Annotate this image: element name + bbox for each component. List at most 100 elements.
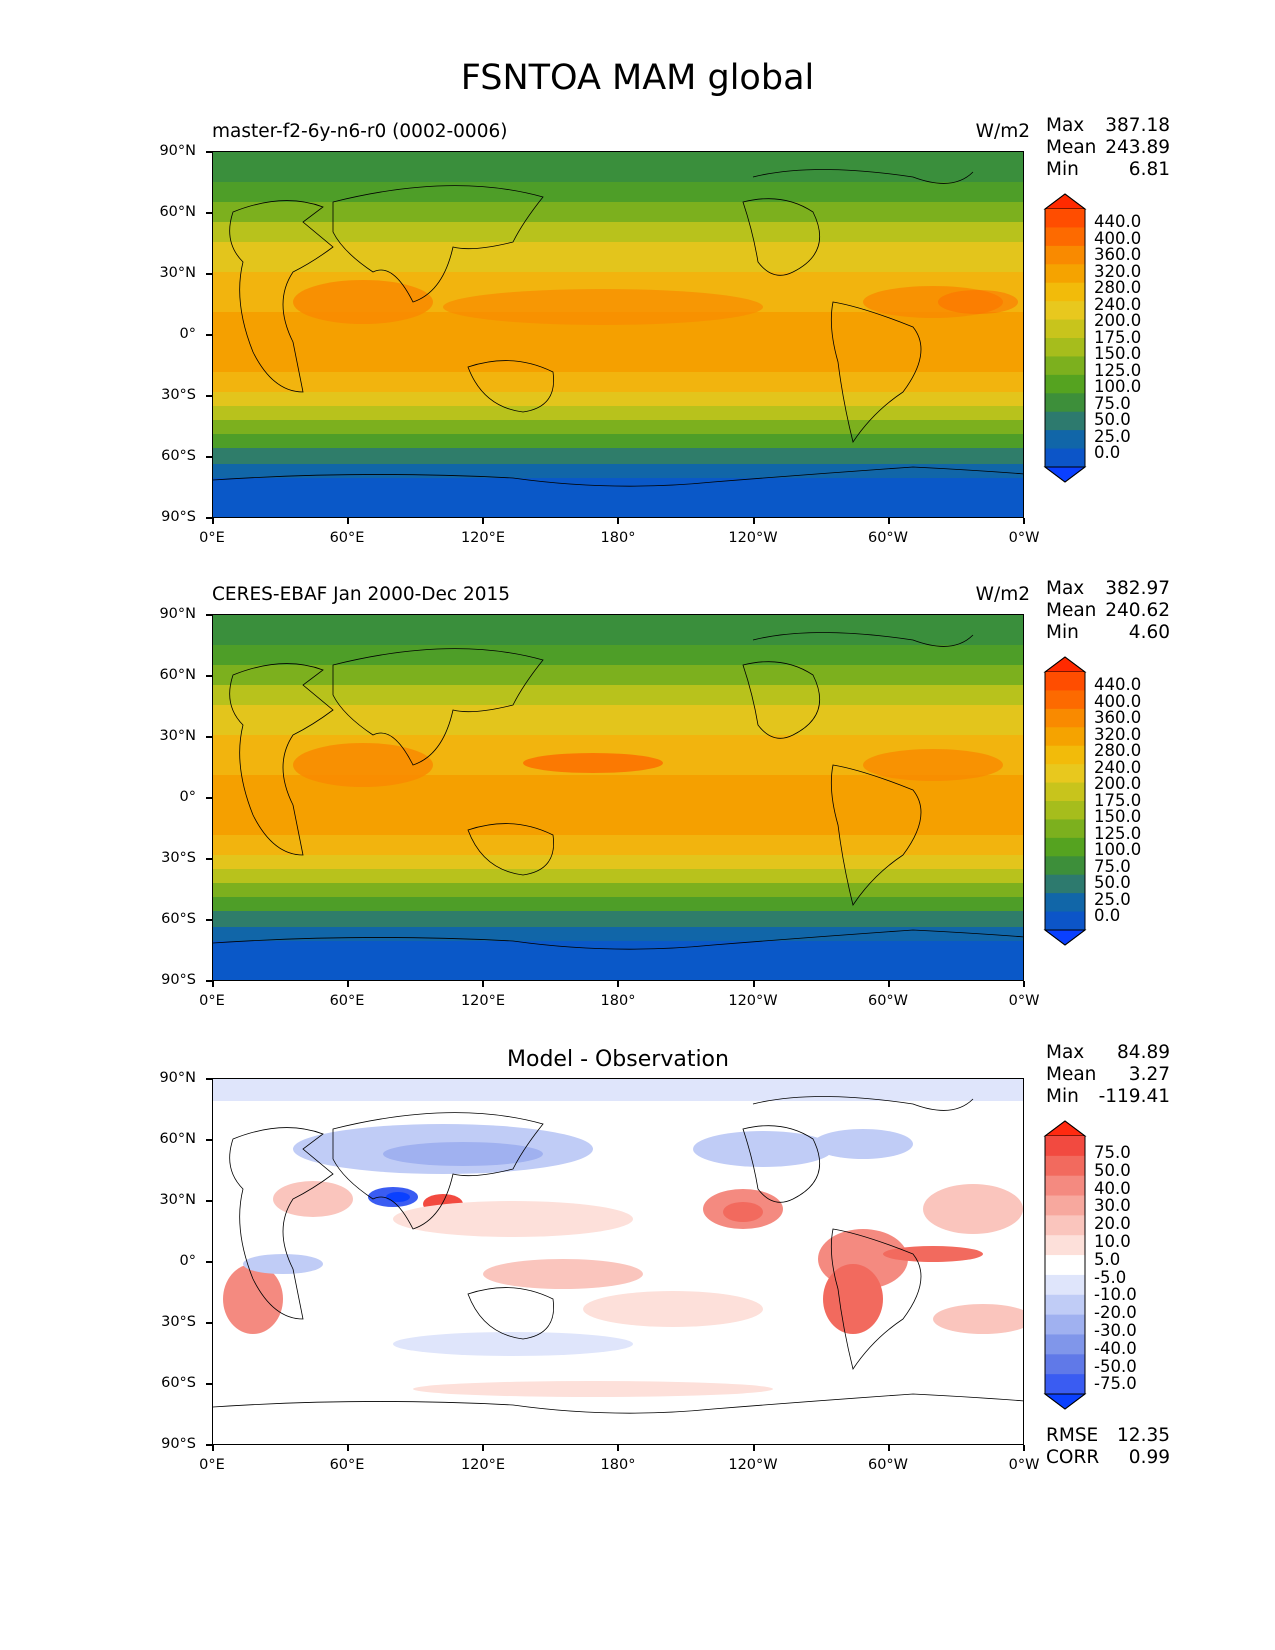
lon-tick: 0°E <box>199 993 225 1009</box>
colorbar-extend-max <box>1043 1120 1087 1137</box>
lat-tick: 30°N <box>159 728 196 744</box>
colorbar-segment <box>1045 672 1085 691</box>
colorbar-segment <box>1045 690 1085 710</box>
colorbar-label: 50.0 <box>1094 873 1131 892</box>
diff-min-label: Min <box>1046 1086 1079 1107</box>
model-map <box>212 151 1024 518</box>
lon-tick: 120°E <box>460 993 506 1009</box>
colorbar-label: 50.0 <box>1094 1160 1131 1180</box>
obs-max-label: Max <box>1046 578 1085 599</box>
lat-tick: 0° <box>179 1253 196 1269</box>
lat-tick: 60°S <box>161 911 196 927</box>
diff-max-value: 84.89 <box>1117 1042 1170 1063</box>
obs-panel-title: CERES-EBAF Jan 2000-Dec 2015 <box>212 584 511 605</box>
lon-tick: 60°W <box>867 1457 909 1473</box>
colorbar-segment <box>1045 874 1085 894</box>
colorbar-segment <box>1045 801 1085 820</box>
colorbar-segment <box>1045 1354 1085 1375</box>
lon-tick: 60°E <box>329 1457 365 1473</box>
obs-min-label: Min <box>1046 622 1079 643</box>
colorbar-label: 320.0 <box>1094 261 1142 281</box>
lat-tick: 0° <box>179 326 196 342</box>
obs-min-value: 4.60 <box>1128 622 1170 643</box>
colorbar-segment <box>1045 245 1085 265</box>
diff-mean-label: Mean <box>1046 1064 1097 1085</box>
lon-tick: 180° <box>600 1457 636 1473</box>
lon-tick: 0°W <box>1008 530 1040 546</box>
lon-tick: 0°W <box>1008 1457 1040 1473</box>
model-min-label: Min <box>1046 159 1079 180</box>
colorbar-segment <box>1045 264 1085 284</box>
colorbar-segment <box>1045 319 1085 339</box>
colorbar-label: -10.0 <box>1094 1285 1137 1305</box>
diff-map-svg <box>213 1079 1023 1444</box>
colorbar-label: 0.0 <box>1094 443 1121 462</box>
lat-tick: 90°S <box>161 509 196 525</box>
colorbar-outline <box>1044 1120 1086 1410</box>
colorbar-label: 20.0 <box>1094 1214 1131 1234</box>
colorbar-extend-max <box>1043 656 1087 673</box>
colorbar-segment <box>1045 911 1085 931</box>
diff-map <box>212 1078 1024 1445</box>
model-min-value: 6.81 <box>1128 159 1170 180</box>
colorbar-label: 200.0 <box>1094 311 1142 330</box>
rmse-value: 12.35 <box>1117 1425 1170 1446</box>
colorbar-segment <box>1045 856 1085 876</box>
obs-colorbar-labels: 440.0 400.0 360.0 320.0 280.0 240.0 200.… <box>1094 676 1142 925</box>
colorbar-segment <box>1045 764 1085 784</box>
lon-tick: 120°W <box>728 530 778 546</box>
colorbar-label: -75.0 <box>1094 1374 1137 1394</box>
colorbar-label: 25.0 <box>1094 426 1131 446</box>
colorbar-outline <box>1044 193 1086 483</box>
colorbar-segment <box>1045 819 1085 839</box>
model-map-svg <box>213 152 1023 517</box>
colorbar-segment <box>1045 1334 1085 1355</box>
colorbar-segment <box>1045 1215 1085 1236</box>
obs-colorbar <box>1043 656 1087 946</box>
lat-tick: 60°N <box>159 667 196 683</box>
colorbar-segment <box>1045 411 1085 431</box>
lon-tick: 180° <box>600 530 636 546</box>
colorbar-segment <box>1045 1294 1085 1316</box>
obs-colorbar-svg <box>1043 656 1087 946</box>
colorbar-segment <box>1045 1155 1085 1177</box>
lat-tick: 90°N <box>159 143 196 159</box>
colorbar-label: 75.0 <box>1094 393 1131 413</box>
colorbar-segment <box>1045 301 1085 321</box>
colorbar-segment <box>1045 1235 1085 1256</box>
colorbar-segment <box>1045 1175 1085 1197</box>
lon-tick: 60°W <box>867 993 909 1009</box>
colorbar-label: 400.0 <box>1094 228 1142 248</box>
model-mean-label: Mean <box>1046 137 1097 158</box>
colorbar-segment <box>1045 893 1085 913</box>
colorbar-label: 360.0 <box>1094 245 1142 264</box>
lon-tick: 180° <box>600 993 636 1009</box>
colorbar-label: 200.0 <box>1094 774 1142 793</box>
corr-value: 0.99 <box>1128 1447 1170 1468</box>
obs-max-value: 382.97 <box>1105 578 1170 599</box>
colorbar-label: 100.0 <box>1094 840 1142 859</box>
obs-units: W/m2 <box>975 584 1030 605</box>
colorbar-label: 150.0 <box>1094 807 1142 826</box>
diff-mean-value: 3.27 <box>1128 1064 1170 1085</box>
model-max-label: Max <box>1046 115 1085 136</box>
colorbar-segment <box>1045 1195 1085 1216</box>
colorbar-segment <box>1045 338 1085 357</box>
model-panel-title: master-f2-6y-n6-r0 (0002-0006) <box>212 121 508 142</box>
lat-tick: 90°N <box>159 606 196 622</box>
colorbar-label: 40.0 <box>1094 1178 1131 1198</box>
lat-tick: 60°S <box>161 1375 196 1391</box>
colorbar-segment <box>1045 745 1085 765</box>
colorbar-label: 440.0 <box>1094 212 1142 231</box>
obs-map-svg <box>213 615 1023 980</box>
colorbar-label: 175.0 <box>1094 790 1142 810</box>
colorbar-label: 25.0 <box>1094 889 1131 909</box>
colorbar-segment <box>1045 1274 1085 1296</box>
lat-tick: 60°S <box>161 448 196 464</box>
lat-tick: 90°S <box>161 1436 196 1452</box>
model-colorbar-svg <box>1043 193 1087 483</box>
colorbar-segment <box>1045 374 1085 394</box>
colorbar-label: 280.0 <box>1094 741 1142 760</box>
colorbar-segment <box>1045 356 1085 376</box>
diff-panel-title: Model - Observation <box>507 1047 729 1072</box>
